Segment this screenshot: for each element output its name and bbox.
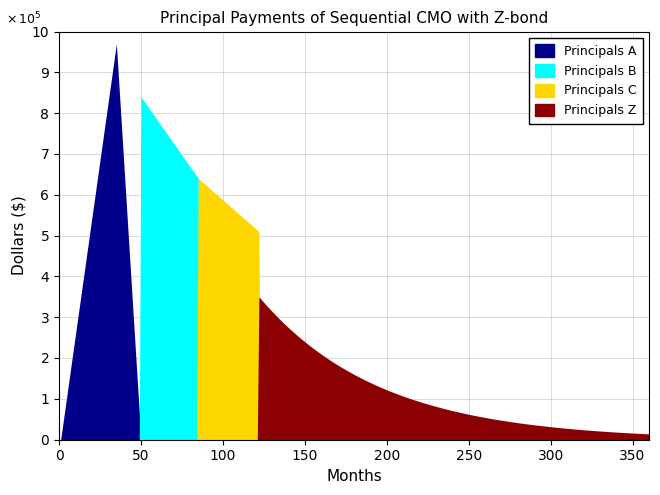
Title: Principal Payments of Sequential CMO with Z-bond: Principal Payments of Sequential CMO wit… [160,11,548,26]
X-axis label: Months: Months [326,469,382,484]
Text: $\times\,10^5$: $\times\,10^5$ [6,11,42,27]
Legend: Principals A, Principals B, Principals C, Principals Z: Principals A, Principals B, Principals C… [529,38,643,124]
Y-axis label: Dollars ($): Dollars ($) [11,196,26,275]
